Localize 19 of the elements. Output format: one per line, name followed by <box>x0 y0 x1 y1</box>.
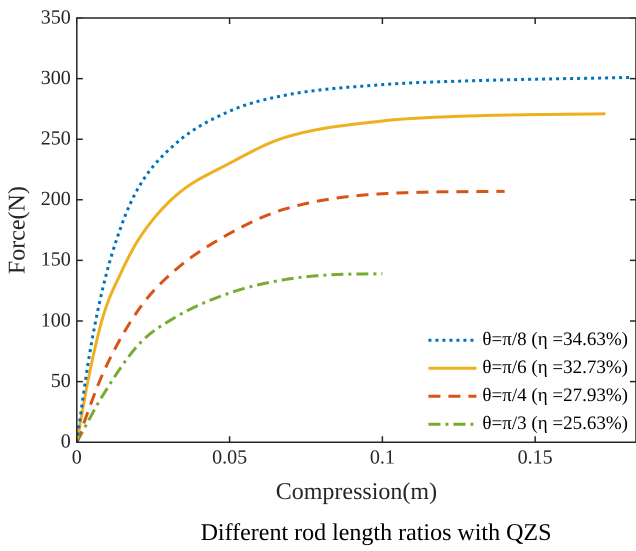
y-tick-label: 50 <box>50 370 71 392</box>
y-tick-label: 300 <box>40 66 71 89</box>
y-tick-label: 200 <box>40 188 71 210</box>
y-tick-label: 150 <box>40 248 71 271</box>
legend-label: θ=π/6 (η =32.73%) <box>482 357 628 378</box>
y-tick-label: 100 <box>40 309 71 332</box>
y-tick-label: 250 <box>40 127 71 150</box>
x-tick-label: 0.05 <box>212 446 248 468</box>
x-tick-label: 0.1 <box>370 446 395 468</box>
y-axis-title: Force(N) <box>4 186 31 274</box>
legend-label: θ=π/4 (η =27.93%) <box>482 385 628 406</box>
legend-label: θ=π/8 (η =34.63%) <box>482 329 628 350</box>
x-tick-label: 0.15 <box>518 446 553 468</box>
text: Different rod length ratios with QZS <box>200 520 552 546</box>
x-axis-title: Compression(m) <box>276 478 438 505</box>
line-series <box>76 272 384 442</box>
legend-label: θ=π/3 (η =25.63%) <box>482 413 628 434</box>
y-tick-label: 350 <box>40 6 71 28</box>
y-tick-label: 0 <box>60 430 71 452</box>
